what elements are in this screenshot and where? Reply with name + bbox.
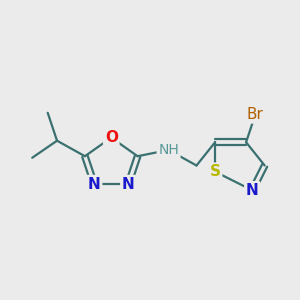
Text: S: S: [210, 164, 220, 179]
Text: N: N: [88, 177, 100, 192]
Text: Br: Br: [247, 107, 264, 122]
Text: N: N: [122, 177, 135, 192]
Text: NH: NH: [158, 143, 179, 157]
Text: N: N: [246, 183, 259, 198]
Text: O: O: [105, 130, 118, 145]
